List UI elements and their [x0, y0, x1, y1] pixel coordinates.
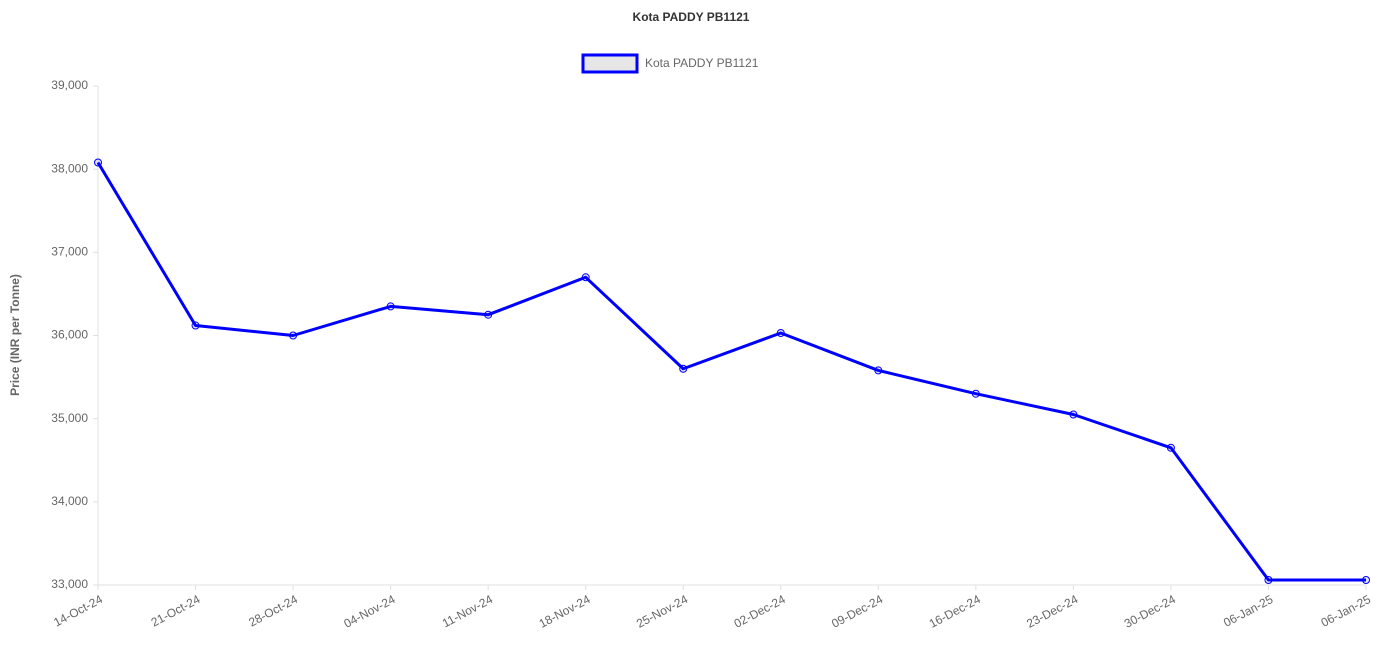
x-tick-label: 18-Nov-24	[537, 592, 593, 631]
point	[874, 366, 883, 375]
y-axis-label: Price (INR per Tonne)	[8, 274, 22, 396]
point	[289, 331, 298, 340]
point	[679, 364, 688, 373]
x-tick-label: 30-Dec-24	[1122, 592, 1178, 631]
x-tick-label: 25-Nov-24	[634, 592, 690, 631]
point	[484, 310, 493, 319]
x-tick-label: 04-Nov-24	[341, 592, 397, 631]
x-tick-label: 06-Jan-25	[1319, 592, 1374, 630]
x-tick-label: 23-Dec-24	[1024, 592, 1080, 631]
point	[581, 273, 590, 282]
point	[94, 158, 102, 167]
chart-title: Kota PADDY PB1121	[633, 10, 750, 24]
y-tick-label: 35,000	[51, 411, 88, 425]
y-tick-label: 39,000	[51, 78, 88, 92]
legend-swatch	[581, 53, 639, 74]
x-tick-label: 02-Dec-24	[732, 592, 788, 631]
x-tick-label: 21-Oct-24	[149, 592, 203, 630]
point	[191, 321, 200, 330]
x-tick-label: 14-Oct-24	[51, 592, 105, 630]
y-tick-label: 37,000	[51, 245, 88, 259]
point	[971, 389, 980, 398]
x-tick-label: 06-Jan-25	[1221, 592, 1276, 630]
x-tick-label: 16-Dec-24	[927, 592, 983, 631]
y-tick-label: 34,000	[51, 494, 88, 508]
point	[1362, 576, 1370, 585]
y-tick-label: 38,000	[51, 161, 88, 175]
x-tick-label: 09-Dec-24	[829, 592, 885, 631]
x-tick-label: 11-Nov-24	[440, 592, 496, 630]
point	[386, 302, 395, 311]
y-tick-label: 36,000	[51, 328, 88, 342]
point	[1264, 576, 1273, 585]
x-tick-label: 28-Oct-24	[246, 592, 300, 630]
point	[776, 329, 785, 338]
point	[1166, 443, 1175, 452]
line	[96, 161, 1366, 582]
y-tick-label: 33,000	[51, 577, 88, 591]
legend-label: Kota PADDY PB1121	[645, 56, 759, 70]
point	[1069, 410, 1078, 419]
